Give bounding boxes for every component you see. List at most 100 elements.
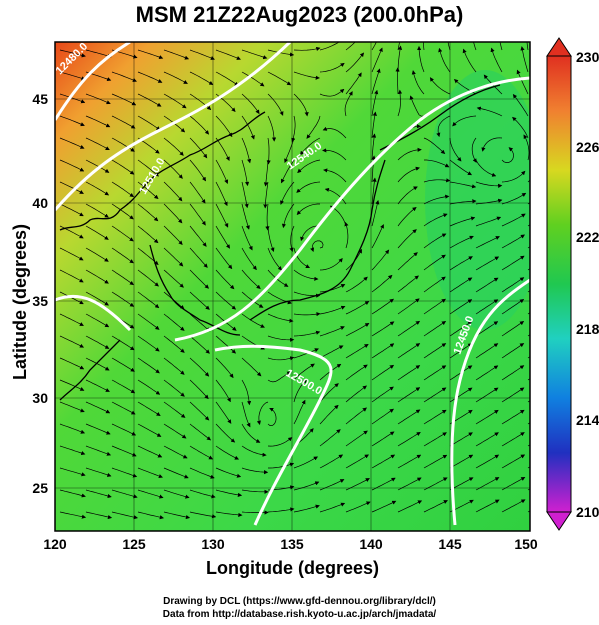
- streamline: [520, 46, 529, 73]
- streamline: [293, 330, 321, 337]
- y-axis-label: Latitude (degrees): [10, 223, 30, 380]
- streamline: [241, 467, 269, 475]
- streamline: [85, 181, 110, 196]
- streamline: [59, 401, 85, 413]
- streamline: [111, 71, 137, 82]
- streamline: [345, 407, 367, 425]
- streamline: [423, 343, 447, 359]
- streamline: [137, 423, 162, 437]
- streamline: [371, 386, 394, 403]
- streamline: [371, 42, 377, 51]
- streamline: [423, 477, 448, 491]
- streamline: [111, 269, 134, 286]
- streamline: [371, 224, 384, 249]
- map-plot-area: 12540.0 12510.0 12500.0 12450.0 12480.0: [55, 42, 530, 531]
- streamline: [267, 437, 293, 447]
- streamline: [189, 137, 208, 159]
- streamline: [501, 499, 526, 513]
- streamline: [322, 126, 347, 139]
- colorbar-tick: 230: [576, 49, 599, 65]
- streamline: [85, 203, 109, 218]
- streamline: [111, 467, 138, 478]
- streamline: [371, 298, 394, 315]
- streamline: [59, 445, 86, 455]
- streamline: [397, 432, 421, 447]
- streamline: [475, 477, 500, 491]
- streamline: [299, 137, 321, 156]
- plot-frame: [54, 41, 531, 532]
- streamline: [475, 277, 499, 293]
- streamline: [423, 321, 447, 337]
- streamline: [241, 159, 250, 187]
- streamline: [59, 225, 84, 239]
- streamline: [293, 93, 309, 117]
- streamline: [397, 186, 418, 205]
- streamline: [137, 401, 161, 416]
- streamline: [452, 115, 477, 127]
- streamline: [523, 134, 530, 161]
- streamline: [293, 291, 321, 298]
- streamline: [215, 379, 231, 403]
- streamline: [527, 224, 530, 227]
- streamline: [163, 357, 185, 375]
- streamline: [137, 511, 164, 520]
- streamline: [85, 225, 109, 240]
- streamline: [137, 291, 160, 309]
- streamline: [319, 404, 339, 425]
- streamline: [289, 225, 295, 252]
- streamline: [189, 379, 209, 400]
- streamline: [291, 115, 296, 143]
- streamline: [296, 181, 321, 193]
- streamline: [189, 181, 206, 204]
- colorbar-tick: 210: [576, 504, 599, 520]
- streamline: [267, 71, 292, 86]
- streamline: [449, 387, 473, 403]
- streamline: [345, 385, 367, 403]
- streamline: [319, 257, 343, 271]
- streamline: [215, 291, 237, 310]
- streamline: [163, 313, 185, 331]
- streamline: [371, 68, 381, 95]
- streamline: [241, 181, 249, 209]
- streamline: [189, 71, 214, 85]
- credit-line: Drawing by DCL (https://www.gfd-dennou.o…: [163, 596, 436, 607]
- streamline: [59, 335, 85, 348]
- x-axis-ticks: 120 125 130 135 140 145 150: [43, 536, 538, 552]
- x-tick: 140: [359, 536, 383, 552]
- streamline: [371, 177, 377, 205]
- streamline: [85, 137, 110, 151]
- streamline: [345, 501, 371, 513]
- streamline: [59, 489, 86, 498]
- streamline: [189, 335, 210, 354]
- streamline: [345, 301, 370, 315]
- streamline: [215, 181, 228, 207]
- streamline: [397, 229, 417, 249]
- streamline: [449, 299, 473, 315]
- streamline: [397, 477, 422, 491]
- streamline: [319, 88, 345, 97]
- streamline: [111, 93, 137, 106]
- x-tick: 130: [201, 536, 225, 552]
- streamline: [137, 247, 159, 265]
- streamline: [59, 423, 86, 434]
- streamline: [215, 445, 240, 460]
- streamline: [85, 269, 109, 284]
- streamline: [490, 47, 503, 73]
- streamline: [267, 507, 295, 513]
- chart-title: MSM 21Z22Aug2023 (200.0hPa): [135, 2, 464, 27]
- streamline: [241, 357, 262, 377]
- streamline: [215, 203, 229, 228]
- streamline: [85, 313, 110, 328]
- streamline: [475, 432, 499, 447]
- streamline: [501, 432, 525, 447]
- streamline: [371, 454, 396, 469]
- streamline: [475, 159, 497, 177]
- streamline: [215, 489, 243, 497]
- streamline: [189, 467, 215, 479]
- streamline: [501, 365, 525, 381]
- streamline: [527, 290, 530, 293]
- streamline: [267, 371, 292, 383]
- streamline: [163, 291, 185, 310]
- streamline: [512, 116, 529, 139]
